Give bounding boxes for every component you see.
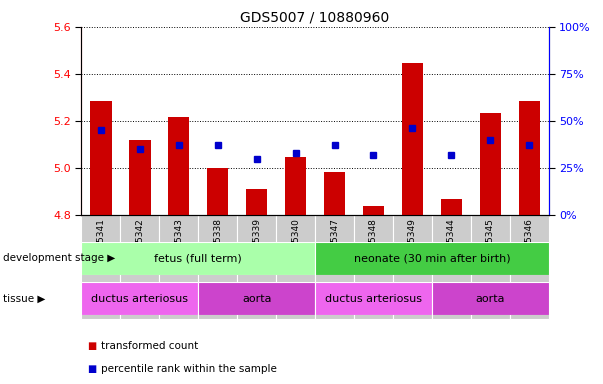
Bar [432,215,471,319]
Text: percentile rank within the sample: percentile rank within the sample [101,364,277,374]
Bar [441,199,462,215]
Bar [393,215,432,319]
Bar [237,215,276,319]
Bar [81,215,121,319]
Bar [81,282,198,315]
Bar [432,282,549,315]
Bar [81,242,315,275]
Bar [363,205,384,215]
Text: transformed count: transformed count [101,341,198,351]
Text: fetus (full term): fetus (full term) [154,253,242,263]
Bar [276,215,315,319]
Text: ductus arteriosus: ductus arteriosus [91,293,188,304]
Bar [479,113,501,215]
Bar [315,242,549,275]
Bar [159,215,198,319]
Bar [207,168,229,215]
Bar [198,282,315,315]
Bar [168,118,189,215]
Bar [324,172,346,215]
Bar [471,215,510,319]
Bar [315,282,432,315]
Bar [510,215,549,319]
Text: aorta: aorta [476,293,505,304]
Text: ■: ■ [87,364,96,374]
Bar [285,157,306,215]
Bar [90,101,112,215]
Bar [402,63,423,215]
Text: development stage ▶: development stage ▶ [3,253,115,263]
Bar [354,215,393,319]
Bar [198,215,237,319]
Bar [129,140,151,215]
Bar [519,101,540,215]
Text: aorta: aorta [242,293,271,304]
Text: tissue ▶: tissue ▶ [3,293,45,304]
Text: neonate (30 min after birth): neonate (30 min after birth) [353,253,510,263]
Bar [315,215,354,319]
Text: ductus arteriosus: ductus arteriosus [325,293,422,304]
Bar [246,189,267,215]
Bar [121,215,159,319]
Text: ■: ■ [87,341,96,351]
Title: GDS5007 / 10880960: GDS5007 / 10880960 [241,10,390,24]
